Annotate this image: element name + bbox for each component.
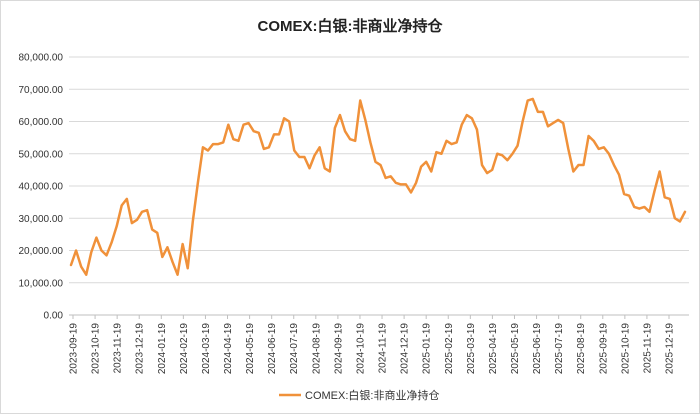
y-tick-label: 30,000.00	[19, 214, 64, 225]
x-tick-label: 2025-09-19	[598, 323, 609, 375]
y-tick-label: 20,000.00	[19, 246, 64, 257]
legend-label: COMEX:白银:非商业净持仓	[305, 388, 439, 402]
x-tick-label: 2023-12-19	[135, 323, 146, 375]
x-tick-label: 2024-12-19	[400, 323, 411, 375]
x-tick-label: 2025-10-19	[620, 323, 631, 375]
x-tick-label: 2023-10-19	[91, 323, 102, 375]
x-tick-label: 2025-11-19	[642, 323, 653, 374]
x-tick-label: 2024-02-19	[179, 323, 190, 375]
x-tick-label: 2025-06-19	[532, 323, 543, 375]
x-tick-label: 2024-11-19	[378, 323, 389, 374]
y-tick-label: 80,000.00	[19, 53, 64, 64]
x-tick-label: 2023-11-19	[113, 323, 124, 374]
legend[interactable]: COMEX:白银:非商业净持仓	[279, 388, 439, 402]
series-layer	[69, 97, 687, 276]
chart-title: COMEX:白银:非商业净持仓	[258, 17, 444, 35]
x-tick-label: 2025-05-19	[510, 323, 521, 375]
x-tick-label: 2024-10-19	[355, 323, 366, 375]
x-tick-label: 2024-01-19	[157, 323, 168, 375]
y-tick-label: 0.00	[44, 311, 64, 322]
y-tick-label: 10,000.00	[19, 278, 64, 289]
x-tick-label: 2024-08-19	[311, 323, 322, 375]
x-tick-label: 2023-09-19	[69, 323, 80, 375]
y-tick-label: 50,000.00	[19, 149, 64, 160]
gridlines	[69, 56, 689, 316]
x-tick-label: 2025-12-19	[665, 323, 676, 375]
y-tick-label: 60,000.00	[19, 117, 64, 128]
x-tick-label: 2024-09-19	[333, 323, 344, 375]
x-tick-label: 2025-08-19	[576, 323, 587, 375]
x-tick-label: 2025-01-19	[422, 323, 433, 375]
series-line	[69, 97, 687, 276]
y-axis-ticks: 0.00 10,000.00 20,000.00 30,000.00 40,000.00…	[19, 53, 64, 322]
x-tick-label: 2024-06-19	[267, 323, 278, 375]
y-tick-label: 70,000.00	[19, 85, 64, 96]
x-tick-label: 2024-04-19	[223, 323, 234, 375]
x-axis-ticks: 2023-09-19 2023-10-19 2023-11-19 2023-12-19…	[69, 315, 676, 374]
x-tick-label: 2025-04-19	[488, 323, 499, 375]
x-tick-label: 2024-07-19	[289, 323, 300, 375]
x-tick-label: 2025-03-19	[466, 323, 477, 375]
x-tick-label: 2024-03-19	[201, 323, 212, 375]
x-tick-label: 2025-02-19	[444, 323, 455, 375]
x-tick-label: 2025-07-19	[554, 323, 565, 375]
y-tick-label: 40,000.00	[19, 182, 64, 193]
x-tick-label: 2024-05-19	[245, 323, 256, 375]
